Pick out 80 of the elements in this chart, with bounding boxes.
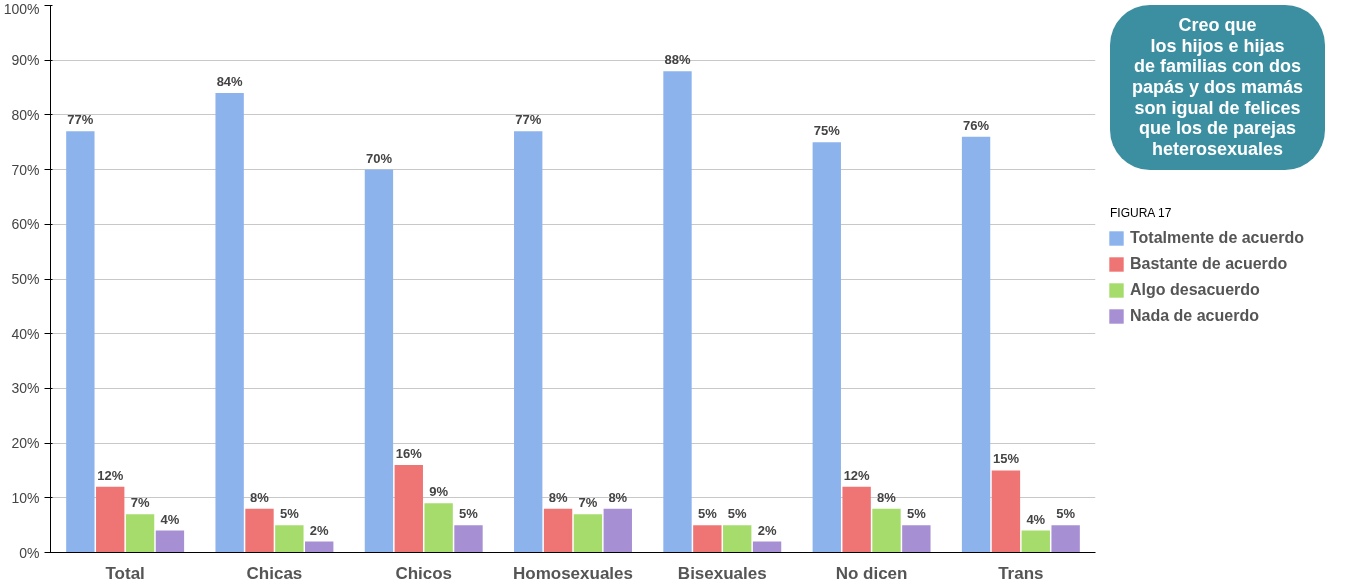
y-tick-label: 70% — [11, 161, 40, 178]
data-label: 2% — [757, 522, 777, 538]
bar — [125, 514, 155, 553]
bar — [66, 131, 95, 553]
bar — [1051, 525, 1080, 553]
bar — [543, 508, 573, 553]
x-tick-label: Homosexuales — [513, 563, 633, 583]
bar — [96, 486, 125, 553]
bar — [663, 71, 692, 553]
bar — [1021, 530, 1050, 553]
data-label: 8% — [250, 489, 270, 505]
y-tick-label: 80% — [11, 106, 40, 123]
y-tick-label: 100% — [3, 0, 40, 17]
y-tick-label: 20% — [11, 435, 40, 452]
x-tick-label: Trans — [998, 563, 1044, 583]
legend-label: Nada de acuerdo — [1130, 306, 1259, 325]
y-tick-label: 10% — [11, 489, 40, 506]
bar — [424, 503, 453, 553]
x-tick-label: Total — [105, 563, 145, 583]
data-label: 88% — [664, 52, 691, 68]
data-label: 9% — [429, 484, 449, 500]
data-label: 4% — [1026, 511, 1046, 527]
text: Creo que los hijos e hijas de familias con dos papás y dos mamás son igual de felices que los de parejas heterosexuales — [1131, 15, 1304, 160]
y-tick-label: 0% — [19, 544, 40, 561]
bar — [872, 508, 901, 553]
bar — [842, 486, 871, 553]
bar — [573, 514, 603, 553]
data-label: 7% — [130, 495, 150, 511]
x-tick-label: Chicos — [395, 563, 453, 583]
bar — [752, 541, 782, 553]
y-tick-label: 40% — [11, 325, 40, 342]
data-label: 75% — [813, 123, 841, 139]
bar — [812, 142, 841, 553]
data-label: 5% — [697, 506, 718, 522]
y-tick-label: 90% — [11, 52, 40, 69]
bar — [723, 525, 752, 553]
bar — [215, 93, 244, 553]
data-label: 5% — [906, 506, 927, 522]
bar — [394, 464, 423, 553]
data-label: 7% — [578, 495, 598, 511]
data-label: 15% — [992, 451, 1020, 467]
y-tick-label: 60% — [11, 216, 40, 233]
legend-label: Bastante de acuerdo — [1130, 254, 1288, 273]
bar — [902, 525, 931, 553]
legend-label: Totalmente de acuerdo — [1130, 228, 1304, 247]
data-label: 70% — [365, 150, 393, 166]
x-tick-label: Chicas — [246, 563, 303, 583]
data-label: 76% — [963, 117, 990, 133]
x-tick-label: Bisexuales — [677, 563, 767, 583]
data-label: 12% — [843, 467, 871, 483]
data-label: 4% — [160, 511, 180, 527]
bar — [305, 541, 334, 553]
data-label: 5% — [279, 506, 300, 522]
data-label: 16% — [395, 445, 423, 461]
legend-label: Algo desacuerdo — [1130, 280, 1260, 299]
data-label: 8% — [877, 489, 897, 505]
data-label: 5% — [459, 506, 479, 522]
data-label: 5% — [727, 506, 748, 522]
data-label: 84% — [216, 74, 244, 90]
data-label: 2% — [309, 522, 330, 538]
y-tick-label: 30% — [11, 380, 40, 397]
bar — [155, 530, 185, 553]
bar — [275, 525, 304, 553]
y-tick-label: 50% — [11, 271, 40, 287]
data-label: 12% — [97, 467, 124, 483]
text: FIGURA 17 — [1110, 204, 1172, 222]
bar — [245, 508, 274, 553]
data-label: 77% — [515, 112, 542, 128]
bar — [454, 525, 483, 553]
data-label: 8% — [548, 489, 568, 505]
bar — [961, 136, 991, 553]
bar — [603, 508, 632, 553]
data-label: 8% — [608, 489, 628, 505]
data-label: 77% — [67, 112, 94, 128]
bar — [514, 131, 543, 553]
bar — [364, 169, 394, 553]
data-label: 5% — [1056, 506, 1076, 522]
bar — [991, 470, 1021, 553]
x-tick-label: No dicen — [835, 563, 908, 583]
bar — [693, 525, 722, 553]
